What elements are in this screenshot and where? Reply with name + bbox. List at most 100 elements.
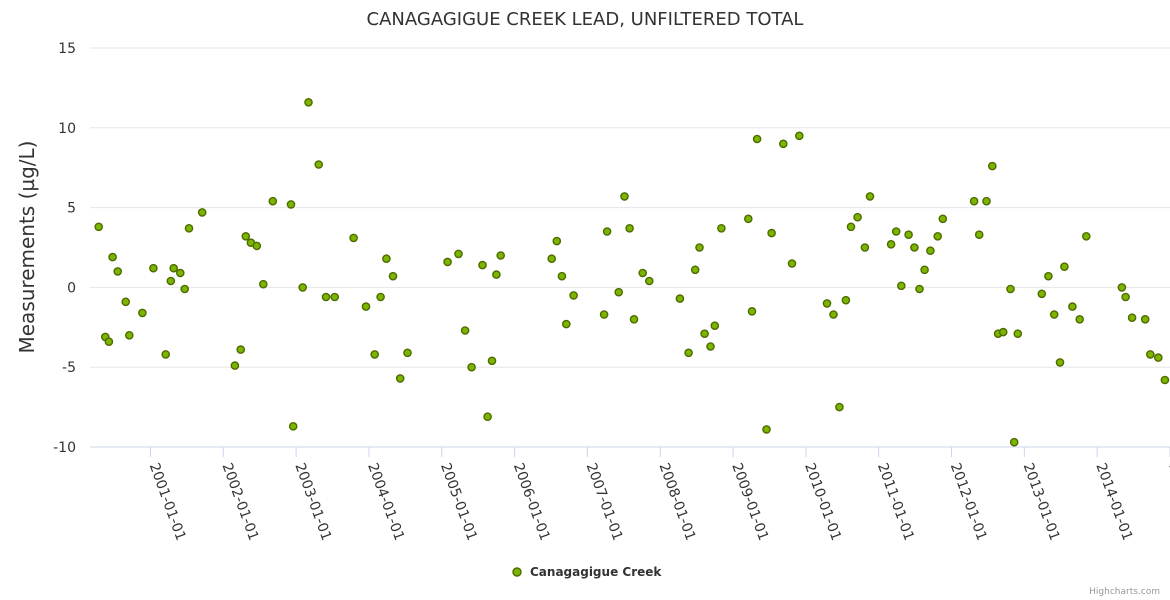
data-point <box>467 362 476 372</box>
data-point <box>1006 284 1015 294</box>
data-point <box>1140 314 1150 324</box>
data-point <box>258 279 268 289</box>
data-point <box>982 196 991 206</box>
data-point <box>620 192 629 201</box>
y-axis-ticks: -10 -5 0 5 10 15 <box>53 41 76 456</box>
data-point <box>454 249 463 259</box>
data-point <box>1082 231 1091 241</box>
y-tick-label: 10 <box>58 121 76 137</box>
y-axis-label: Measurements (µg/L) <box>15 141 39 354</box>
data-point <box>988 161 997 171</box>
chart-title: CANAGAGIGUE CREEK LEAD, UNFILTERED TOTAL <box>367 9 804 30</box>
data-point <box>321 292 331 302</box>
data-point <box>492 270 501 279</box>
data-point <box>443 257 452 267</box>
data-point <box>175 268 185 278</box>
data-point <box>268 196 278 206</box>
data-point <box>1009 437 1019 447</box>
data-point <box>395 374 405 383</box>
data-point <box>1068 302 1077 311</box>
data-point <box>602 227 612 236</box>
data-point <box>104 337 114 347</box>
data-point <box>822 299 832 308</box>
data-point <box>1146 350 1155 359</box>
data-point <box>599 310 609 319</box>
data-point <box>487 356 497 366</box>
data-point <box>675 294 685 303</box>
data-point <box>795 131 804 141</box>
data-point <box>860 243 870 252</box>
data-point <box>382 254 391 264</box>
data-point <box>94 222 103 232</box>
data-point <box>1127 313 1137 323</box>
data-point <box>1049 310 1059 319</box>
data-point <box>121 297 130 307</box>
data-point <box>236 345 245 354</box>
data-point <box>557 271 567 281</box>
y-tick-label: 0 <box>67 280 76 296</box>
data-point <box>569 291 578 300</box>
y-tick-label: 15 <box>58 41 76 57</box>
data-point <box>349 233 358 243</box>
data-point <box>767 228 776 238</box>
data-point <box>161 350 170 359</box>
data-point <box>829 310 838 319</box>
data-point <box>938 214 948 224</box>
y-tick-label: -10 <box>53 440 76 456</box>
data-point <box>684 348 693 358</box>
data-point <box>388 271 398 281</box>
data-point <box>113 267 122 276</box>
data-point <box>969 196 979 206</box>
data-point <box>690 265 700 275</box>
data-point <box>562 319 571 329</box>
data-point <box>1075 314 1084 324</box>
data-point <box>1055 358 1065 367</box>
data-point <box>547 254 557 264</box>
data-point <box>376 292 385 302</box>
data-point <box>125 330 134 340</box>
data-point <box>926 246 935 255</box>
data-point <box>695 243 704 252</box>
data-point <box>787 259 797 268</box>
data-point <box>1154 353 1163 362</box>
data-point <box>910 243 919 252</box>
data-point <box>625 223 634 233</box>
data-point <box>370 350 380 359</box>
data-point <box>710 321 720 331</box>
data-point <box>478 260 487 270</box>
data-point <box>614 287 624 297</box>
data-point <box>1160 375 1170 385</box>
data-point <box>180 284 189 294</box>
credits-link[interactable]: Highcharts.com <box>1089 587 1160 597</box>
data-point <box>169 263 178 273</box>
legend-label[interactable]: Canagagigue Creek <box>530 565 662 579</box>
data-point <box>835 402 844 412</box>
data-point <box>1013 329 1023 339</box>
data-point <box>288 421 298 431</box>
data-point <box>904 230 913 239</box>
y-tick-label: -5 <box>62 360 76 376</box>
data-point <box>747 306 757 316</box>
data-point <box>846 222 856 232</box>
data-point <box>891 227 901 236</box>
data-point <box>197 208 207 217</box>
gridlines <box>90 47 1170 368</box>
data-point <box>998 327 1008 337</box>
data-point <box>974 230 984 239</box>
y-tick-label: 5 <box>67 201 76 217</box>
data-point <box>298 283 308 292</box>
data-point <box>752 134 762 144</box>
data-point <box>286 200 296 209</box>
data-point <box>138 308 147 318</box>
data-point <box>841 295 851 305</box>
data-point <box>230 361 240 370</box>
data-point <box>241 231 251 241</box>
data-point <box>330 292 340 302</box>
data-point <box>645 276 654 286</box>
data-point <box>496 251 506 260</box>
legend[interactable]: Canagagigue Creek <box>512 565 662 579</box>
data-point <box>744 214 753 224</box>
data-point <box>149 263 158 273</box>
